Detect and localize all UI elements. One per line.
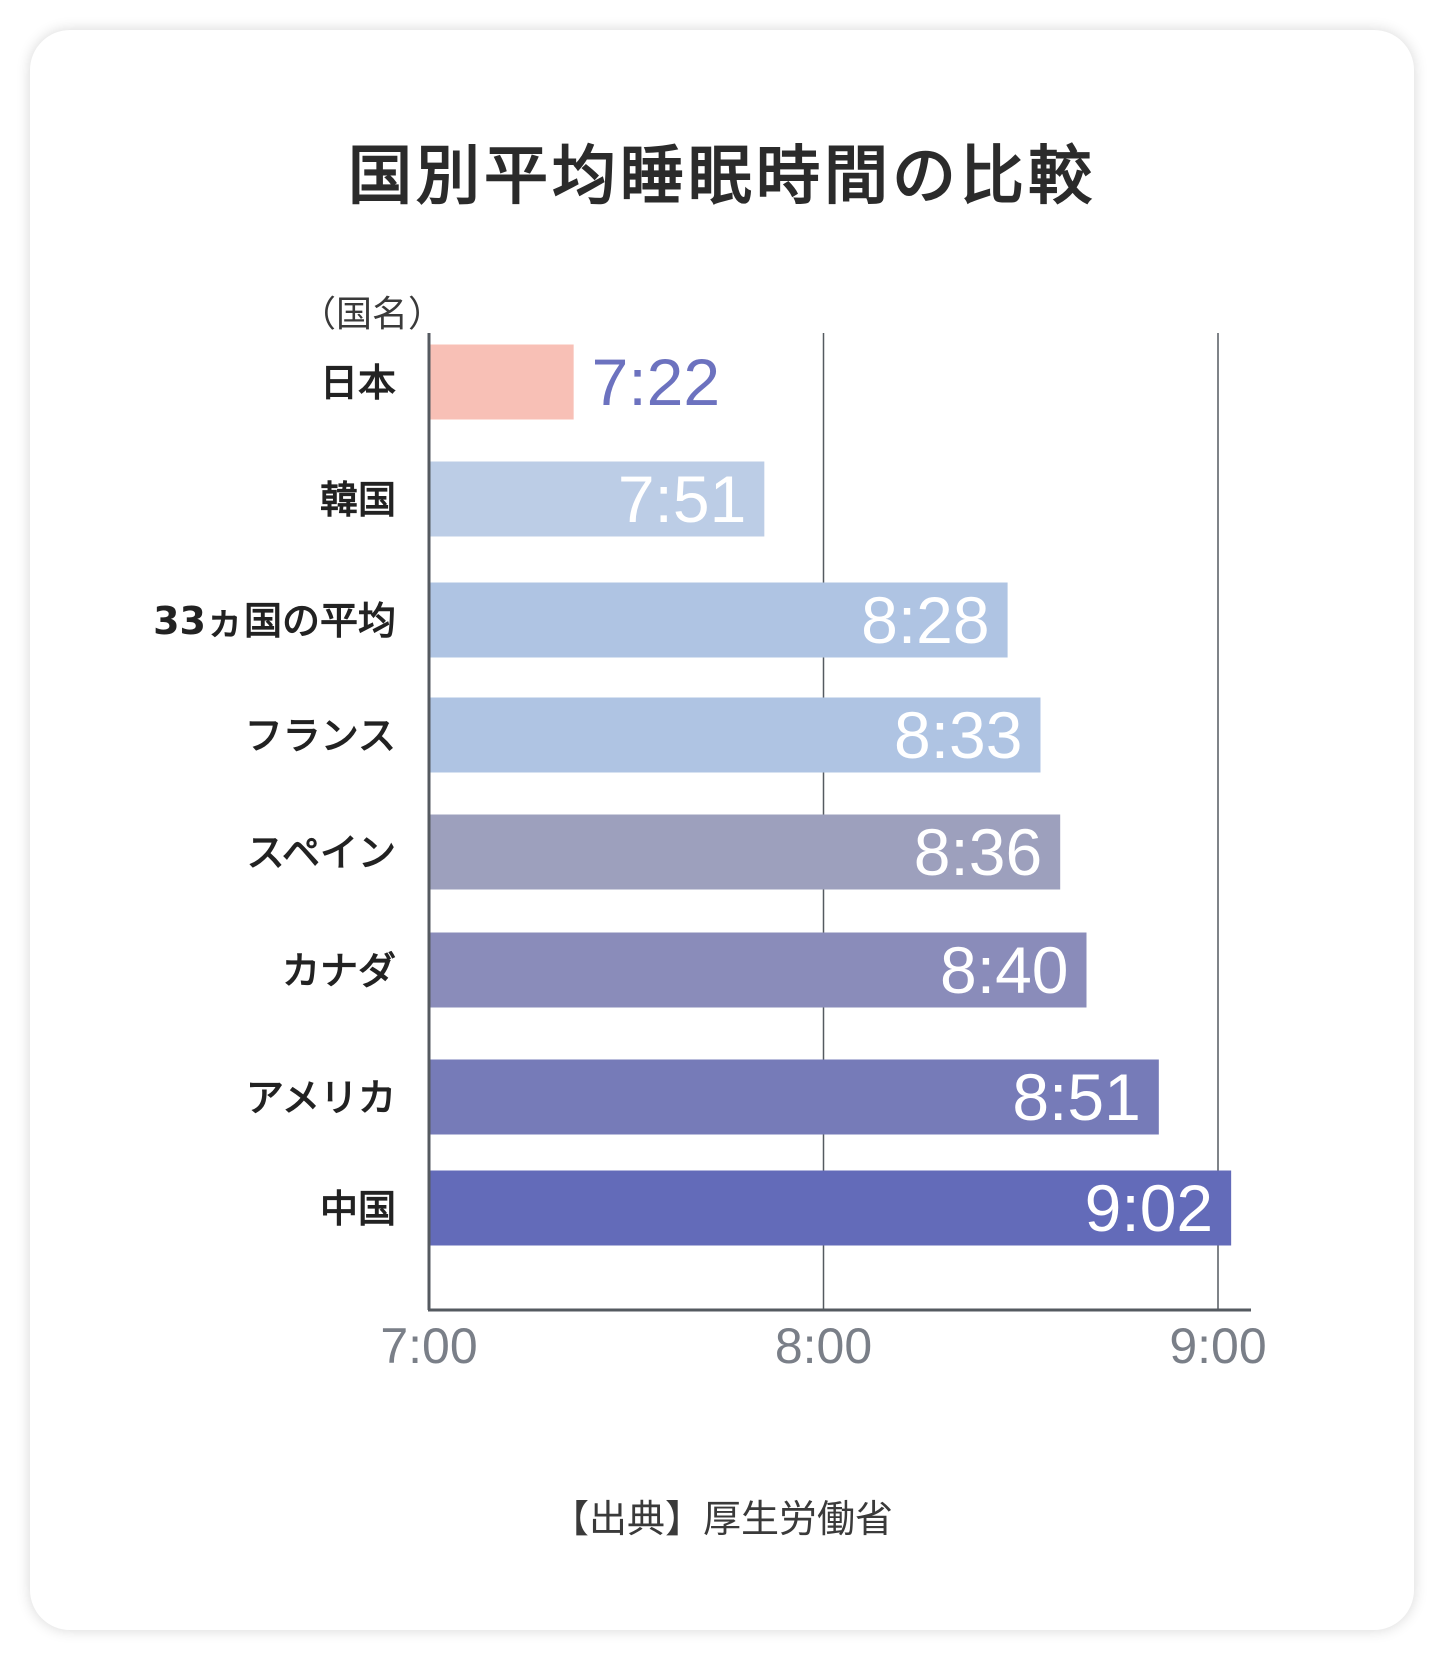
bar [429,697,1041,773]
category-label: カナダ [282,949,396,993]
category-label: アメリカ [246,1076,396,1120]
bar [429,814,1061,890]
tick-label: 9:00 [1169,1318,1266,1374]
data-label: 8:40 [940,933,1068,1007]
category-label: 日本 [320,361,396,405]
category-label: スペイン [247,831,396,875]
data-label: 8:33 [894,698,1022,772]
data-label: 8:28 [861,583,989,657]
category-label: 33ヵ国の平均 [153,599,396,643]
category-label: 韓国 [320,478,396,522]
bar [429,344,574,420]
y-axis-label: （国名） [300,294,445,335]
bar [429,461,765,537]
tick-label: 7:00 [380,1318,477,1374]
chart-title: 国別平均睡眠時間の比較 [348,140,1096,214]
data-label: 8:51 [1012,1060,1140,1134]
data-label: 7:51 [618,462,746,536]
bar [429,1059,1159,1135]
data-label: 7:22 [592,345,720,419]
data-label: 8:36 [914,815,1042,889]
bar [429,1170,1232,1246]
bar [429,582,1008,658]
tick-label: 8:00 [775,1318,872,1374]
category-label: 中国 [320,1187,396,1231]
data-label: 9:02 [1085,1171,1213,1245]
source-note: 【出典】厚生労働省 [550,1497,893,1541]
category-label: フランス [245,714,396,758]
bar [429,932,1087,1008]
